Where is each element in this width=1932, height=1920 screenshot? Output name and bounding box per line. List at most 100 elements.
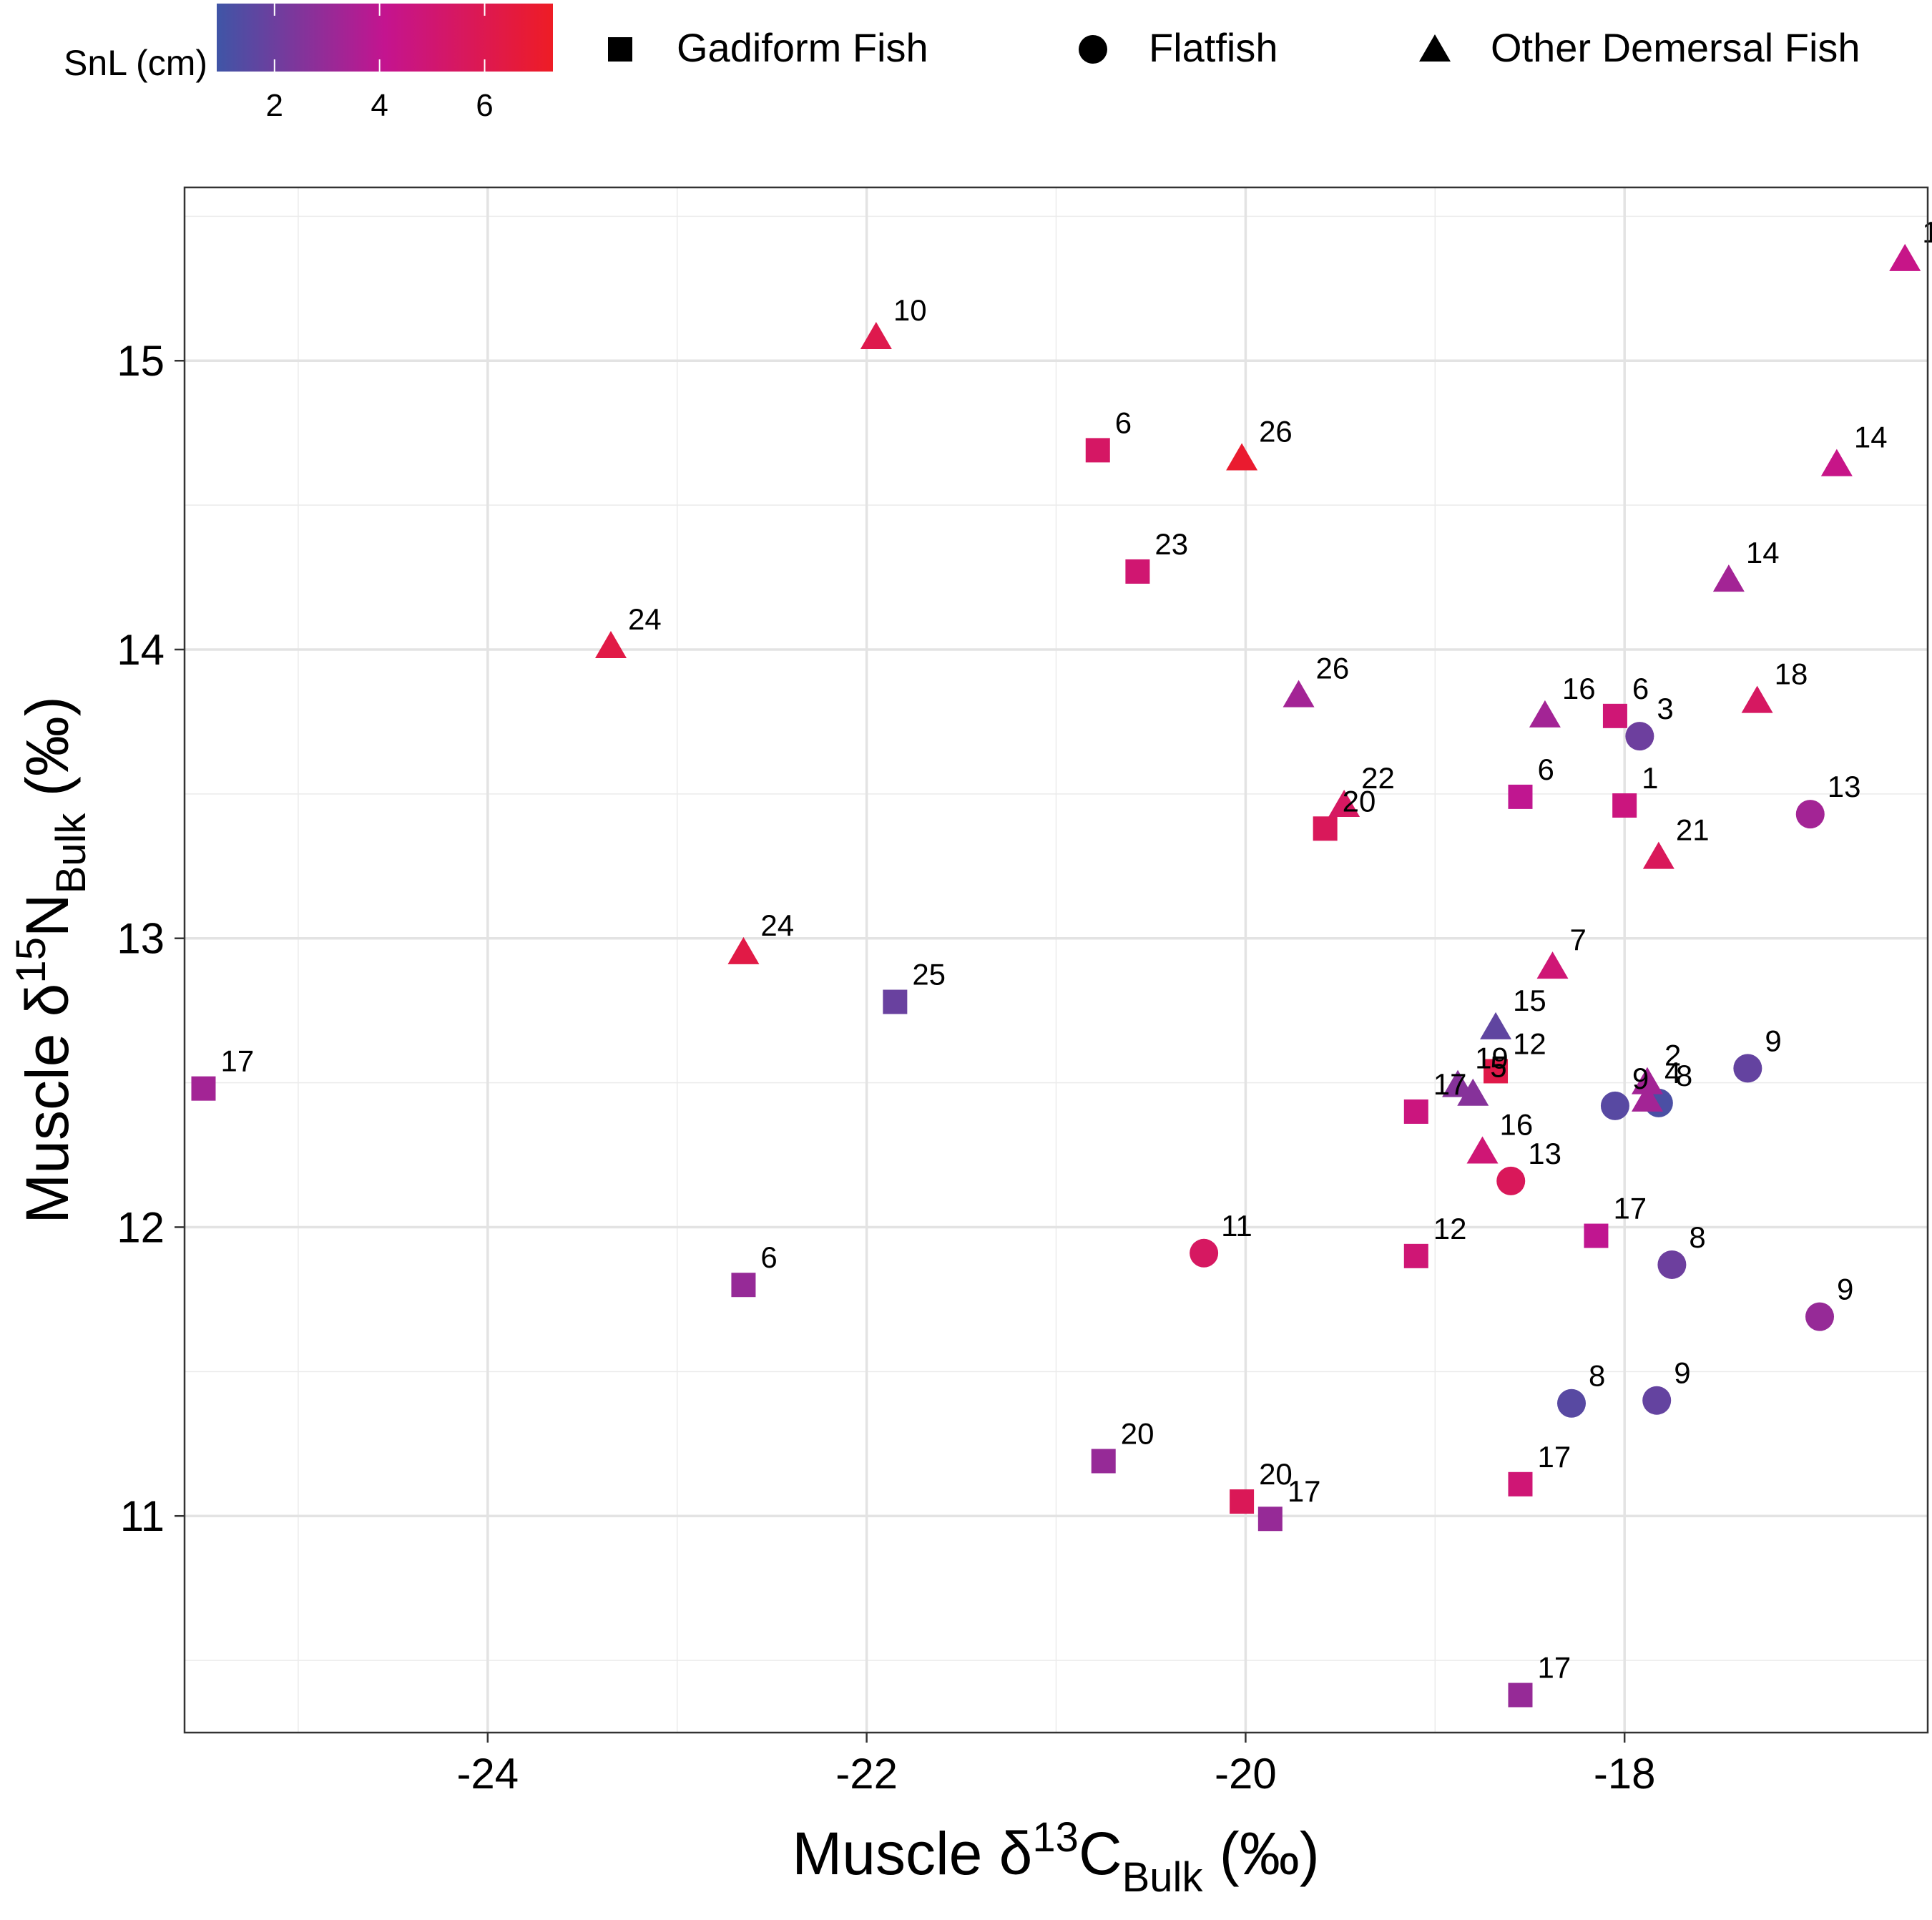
gadiform-fish-point [1584,1223,1609,1248]
gadiform-fish-point [731,1273,756,1298]
gadiform-fish-point [1257,1507,1283,1532]
flatfish-point [1600,1091,1629,1120]
shape-legend: Gadiform Fish Flatfish Other Demersal Fi… [608,25,1860,70]
y-axis-title-prefix: Muscle δ [14,984,81,1224]
gadiform-fish-point [1313,816,1338,841]
gadiform-fish-point [1085,438,1110,463]
y-axis-title: Muscle δ15NBulk (‰) [8,696,94,1223]
point-label: 9 [1837,1273,1853,1306]
point-label: 16 [1500,1107,1534,1141]
gadiform-fish-point [1484,1059,1509,1084]
point-label: 19 [1475,1042,1509,1075]
point-label: 4 [1664,1056,1681,1089]
point-label: 6 [760,1240,777,1274]
x-tick-label: -22 [835,1750,898,1798]
point-label: 17 [220,1044,254,1078]
other-demersal-fish-point [1631,1084,1663,1112]
y-axis-title-sup: 15 [8,937,54,984]
flatfish-point [1625,722,1654,751]
flatfish-point [1805,1302,1835,1331]
other-demersal-fish-point [1328,790,1360,817]
x-axis-ticks: -24 -22 -20 -18 [456,1733,1656,1798]
other-demersal-fish-point [1889,243,1921,271]
x-axis-title-main: C [1079,1820,1122,1887]
color-scale-tick-label: 6 [476,88,493,123]
gadiform-fish-point [883,989,908,1014]
grid-lines [185,187,1928,1733]
point-label: 14 [1746,536,1780,569]
point-label: 3 [1657,692,1673,725]
color-scale-legend: SnL (cm) 2 4 6 [64,4,553,123]
point-label: 17 [1537,1651,1571,1685]
point-label: 8 [1676,1059,1692,1092]
gadiform-fish-point [1403,1243,1428,1268]
gadiform-fish-point [191,1076,216,1101]
point-label: 17 [1288,1474,1321,1508]
gadiform-fish-point [1508,784,1533,809]
legend-square-key [608,37,632,62]
other-demersal-fish-point [1820,449,1853,476]
x-axis-title: Muscle δ13CBulk (‰) [792,1814,1319,1901]
gadiform-fish-point [1125,559,1150,584]
x-tick-label: -18 [1594,1750,1656,1798]
other-demersal-fish-point [1631,1067,1663,1094]
point-label: 14 [1854,421,1888,454]
point-label: 26 [1259,415,1293,449]
point-label: 20 [1121,1416,1154,1450]
flatfish-point [1496,1166,1526,1195]
other-demersal-fish-point [1466,1136,1499,1164]
point-label: 18 [1775,657,1808,691]
legend-triangle-key [1419,34,1451,62]
color-scale-bar [217,4,553,72]
point-label: 15 [1513,984,1546,1017]
color-scale-ticks: 2 4 6 [266,4,494,123]
point-label: 23 [1154,527,1188,561]
other-demersal-fish-point [1457,1078,1489,1106]
point-label: 24 [628,602,662,636]
gadiform-fish-point [1230,1489,1255,1514]
point-label: 16 [1562,672,1596,705]
x-axis-title-sub: Bulk [1122,1854,1204,1901]
x-tick-label: -20 [1215,1750,1277,1798]
point-label: 9 [1765,1024,1781,1057]
point-label: 9 [1674,1356,1690,1390]
point-label: 5 [1490,1050,1506,1084]
point-label: 20 [1343,784,1376,818]
point-label: 12 [1513,1027,1546,1060]
x-axis-title-suffix: (‰) [1202,1820,1319,1887]
other-demersal-fish-point [1529,700,1561,728]
y-tick-label: 12 [117,1203,165,1251]
point-label: 20 [1259,1457,1293,1491]
point-label: 2 [1664,1039,1681,1072]
point-label: 21 [1676,813,1710,847]
flatfish-point [1657,1250,1687,1279]
y-tick-label: 15 [117,337,165,385]
other-demersal-fish-point [1226,443,1258,471]
point-label: 24 [760,908,794,942]
color-scale-tick-label: 2 [266,88,283,123]
x-axis-title-prefix: Muscle δ [792,1820,1032,1887]
y-tick-label: 11 [120,1492,165,1540]
flatfish-point [1190,1238,1219,1268]
y-tick-label: 13 [117,915,165,963]
other-demersal-fish-point [860,321,892,349]
gadiform-fish-point [1508,1683,1533,1708]
y-tick-label: 14 [117,626,165,674]
gadiform-fish-point [1508,1471,1533,1497]
gadiform-fish-point [1602,703,1627,728]
point-label: 25 [912,958,946,991]
other-demersal-fish-point [1642,841,1674,869]
point-label: 11 [1221,1209,1252,1243]
point-label: 9 [1632,1062,1649,1095]
color-scale-tick-label: 4 [371,88,388,123]
other-demersal-fish-point [1536,951,1569,979]
point-label: 26 [1316,652,1350,685]
point-label: 13 [1528,1137,1561,1170]
point-label: 13 [1828,770,1861,803]
flatfish-point [1642,1386,1672,1415]
data-points [191,243,1921,1708]
other-demersal-fish-point [727,936,760,964]
y-axis-title-suffix: (‰) [14,696,81,813]
